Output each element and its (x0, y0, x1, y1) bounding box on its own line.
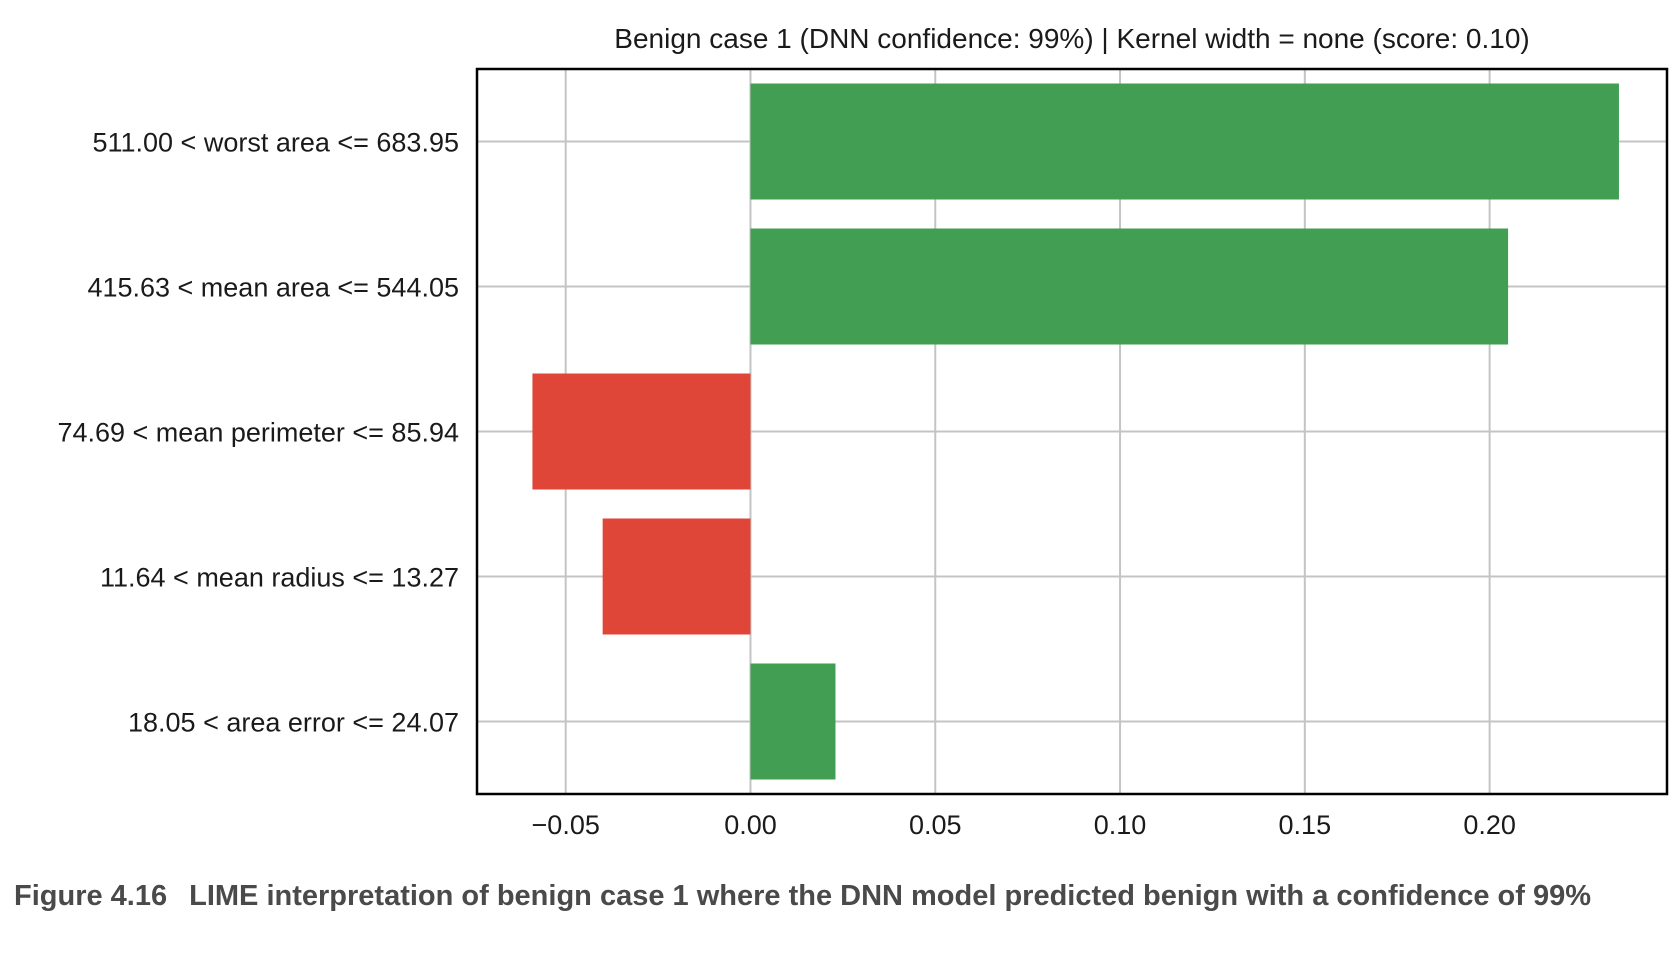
x-tick-labels: −0.05 0.00 0.05 0.10 0.15 0.20 (532, 810, 1516, 840)
x-tick-label: 0.10 (1094, 810, 1147, 840)
bar-negative (602, 518, 751, 635)
bar-positive (750, 228, 1509, 345)
y-tick-label: 511.00 < worst area <= 683.95 (92, 128, 459, 158)
x-tick-label: 0.15 (1279, 810, 1332, 840)
y-tick-label: 11.64 < mean radius <= 13.27 (100, 563, 459, 593)
bar-negative (532, 373, 751, 490)
plot-frame (475, 67, 1669, 796)
y-tick-label: 74.69 < mean perimeter <= 85.94 (57, 418, 459, 448)
x-tick-label: 0.20 (1463, 810, 1516, 840)
lime-bar-chart: Benign case 1 (DNN confidence: 99%) | Ke… (57, 23, 1669, 840)
y-tick-label: 18.05 < area error <= 24.07 (128, 708, 459, 738)
caption-label: Figure 4.16 (14, 880, 168, 912)
bars (532, 83, 1619, 780)
bar-positive (750, 663, 836, 780)
x-tick-label: 0.05 (909, 810, 962, 840)
figure-caption: Figure 4.16 LIME interpretation of benign… (14, 876, 1664, 917)
caption-text: LIME interpretation of benign case 1 whe… (189, 880, 1591, 912)
chart-title: Benign case 1 (DNN confidence: 99%) | Ke… (614, 23, 1529, 54)
x-tick-label: −0.05 (532, 810, 600, 840)
y-tick-labels: 511.00 < worst area <= 683.95 415.63 < me… (57, 128, 459, 738)
bar-positive (750, 83, 1619, 200)
x-tick-label: 0.00 (724, 810, 777, 840)
y-tick-label: 415.63 < mean area <= 544.05 (87, 273, 459, 303)
